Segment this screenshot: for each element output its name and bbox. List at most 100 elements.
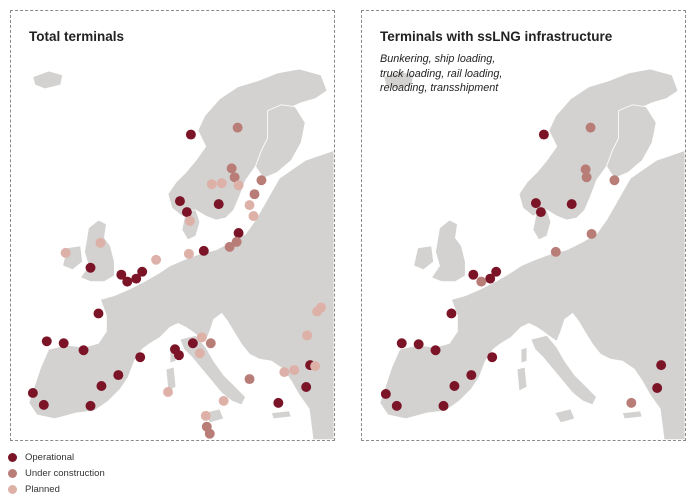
operational-terminal-marker <box>652 383 663 393</box>
panel-subtitle: Bunkering, ship loading, truck loading, … <box>380 52 640 96</box>
under-construction-terminal-marker <box>232 122 243 133</box>
operational-terminal-marker <box>380 388 391 399</box>
operational-terminal-marker <box>131 273 142 284</box>
subtitle-line: Bunkering, ship loading, <box>380 53 496 65</box>
under-construction-terminal-marker <box>244 374 255 385</box>
land <box>28 68 334 440</box>
operational-terminal-marker <box>446 308 457 319</box>
operational-terminal-marker <box>438 400 449 411</box>
planned-terminal-marker <box>279 367 290 378</box>
planned-dot-icon <box>8 484 17 494</box>
under-construction-terminal-marker <box>205 338 216 349</box>
planned-terminal-marker <box>60 247 71 258</box>
operational-terminal-marker <box>487 352 498 363</box>
planned-terminal-marker <box>196 332 207 343</box>
terminal-markers <box>380 122 667 411</box>
legend-item-under-construction: Under construction <box>8 465 105 481</box>
operational-terminal-marker <box>491 266 502 277</box>
operational-terminal-marker <box>185 129 196 140</box>
panel-title: Terminals with ssLNG infrastructure <box>380 29 613 44</box>
under-construction-terminal-marker <box>204 428 215 439</box>
operational-terminal-marker <box>96 381 107 391</box>
subtitle-line: reloading, transshipment <box>380 82 499 94</box>
operational-terminal-marker <box>122 276 133 287</box>
under-construction-terminal-marker <box>581 172 592 183</box>
operational-terminal-marker <box>396 338 407 349</box>
planned-terminal-marker <box>218 395 229 406</box>
operational-terminal-marker <box>233 227 244 238</box>
terminal-markers <box>27 122 327 439</box>
europe-map <box>379 68 685 440</box>
operational-terminal-marker <box>85 262 96 273</box>
operational-terminal-marker <box>135 352 146 363</box>
planned-terminal-marker <box>216 178 227 189</box>
operational-terminal-marker <box>530 198 541 209</box>
operational-terminal-marker <box>137 266 148 277</box>
operational-terminal-marker <box>301 382 312 392</box>
legend-item-operational: Operational <box>8 449 105 465</box>
operational-terminal-marker <box>113 370 124 381</box>
land <box>379 68 685 440</box>
under-construction-terminal-marker <box>550 246 561 257</box>
planned-terminal-marker <box>184 216 195 226</box>
under-construction-terminal-marker <box>586 228 597 239</box>
planned-terminal-marker <box>248 211 259 222</box>
operational-terminal-marker <box>656 360 667 371</box>
operational-terminal-marker <box>116 269 127 280</box>
under-construction-dot-icon <box>8 468 17 478</box>
under-construction-terminal-marker <box>229 172 240 183</box>
operational-terminal-marker <box>93 308 104 319</box>
planned-terminal-marker <box>233 180 244 191</box>
operational-terminal-marker <box>38 399 49 410</box>
planned-terminal-marker <box>183 248 194 259</box>
operational-terminal-marker <box>41 336 52 347</box>
operational-terminal-marker <box>173 350 184 361</box>
operational-terminal-marker <box>85 400 96 411</box>
planned-terminal-marker <box>312 306 323 317</box>
europe-map <box>27 68 334 440</box>
operational-terminal-marker <box>466 370 477 381</box>
legend-label: Operational <box>25 451 75 463</box>
operational-terminal-marker <box>430 345 441 356</box>
under-construction-terminal-marker <box>249 189 260 200</box>
planned-terminal-marker <box>244 200 255 211</box>
under-construction-terminal-marker <box>580 164 591 175</box>
planned-terminal-marker <box>200 410 211 421</box>
operational-terminal-marker <box>187 338 198 349</box>
operational-terminal-marker <box>538 129 549 140</box>
under-construction-terminal-marker <box>224 241 235 252</box>
under-construction-terminal-marker <box>609 175 620 186</box>
operational-terminal-marker <box>535 207 546 218</box>
under-construction-terminal-marker <box>231 236 242 247</box>
planned-terminal-marker <box>289 365 300 376</box>
sslng-terminals-map-panel: Terminals with ssLNG infrastructure Bunk… <box>361 10 686 441</box>
operational-terminal-marker <box>174 196 185 207</box>
operational-terminal-marker <box>198 245 209 256</box>
operational-terminal-marker <box>58 338 69 349</box>
legend-item-planned: Planned <box>8 481 105 497</box>
under-construction-terminal-marker <box>585 122 596 133</box>
operational-terminal-marker <box>566 199 577 210</box>
planned-terminal-marker <box>302 330 313 341</box>
planned-terminal-marker <box>206 179 217 190</box>
operational-terminal-marker <box>391 400 402 411</box>
subtitle-line: truck loading, rail loading, <box>380 67 503 80</box>
under-construction-terminal-marker <box>626 397 637 408</box>
operational-terminal-marker <box>485 273 496 284</box>
legend-label: Planned <box>25 483 60 495</box>
legend-label: Under construction <box>25 467 105 479</box>
operational-terminal-marker <box>468 269 479 280</box>
under-construction-terminal-marker <box>226 163 237 174</box>
under-construction-terminal-marker <box>256 175 267 186</box>
panel-title: Total terminals <box>29 29 125 44</box>
legend: Operational Under construction Planned <box>8 449 105 497</box>
operational-terminal-marker <box>449 381 460 391</box>
planned-terminal-marker <box>310 361 321 372</box>
planned-terminal-marker <box>163 387 173 397</box>
operational-dot-icon <box>8 452 17 462</box>
operational-terminal-marker <box>213 199 224 210</box>
operational-terminal-marker <box>181 207 192 218</box>
operational-terminal-marker <box>27 387 38 398</box>
operational-terminal-marker <box>273 397 284 408</box>
operational-terminal-marker <box>413 339 424 350</box>
